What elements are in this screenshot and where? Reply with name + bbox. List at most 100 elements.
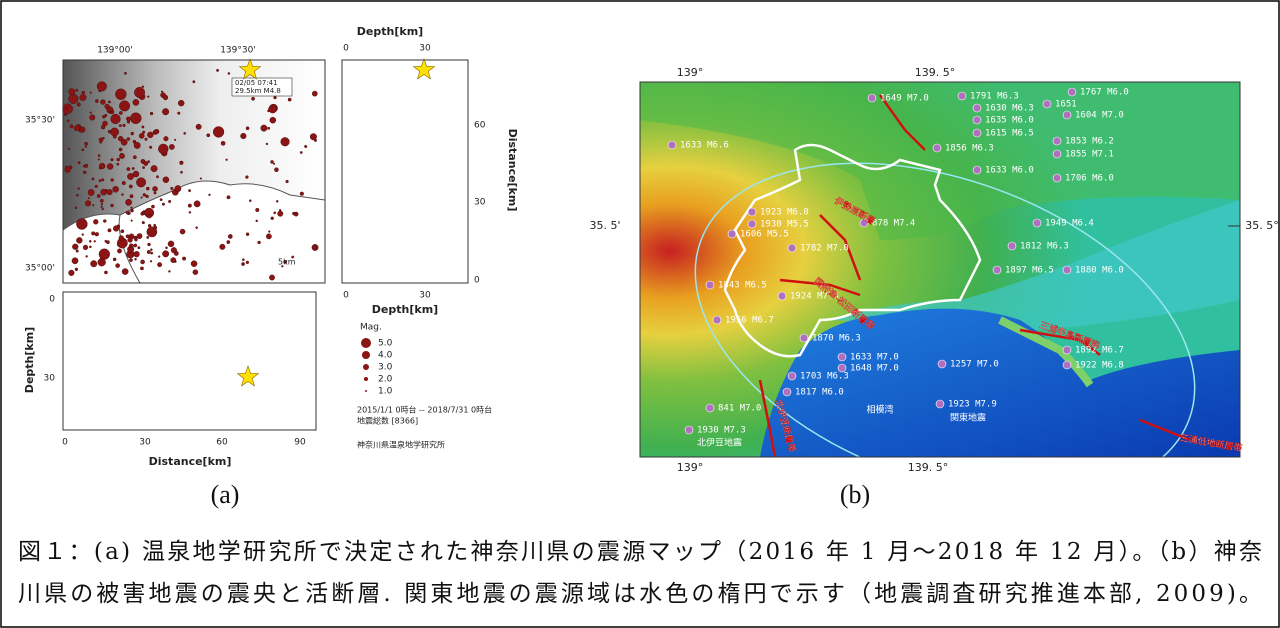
tick-label: 90 [294,438,306,448]
hypocenter [180,229,185,234]
quake-label: 1923 M6.0 [760,208,809,218]
place-label: 関東地震 [950,412,986,424]
hypocenter [213,127,224,138]
hypocenter [95,232,99,236]
hypocenter [270,160,273,163]
hypocenter [131,220,133,222]
quake-label: 1817 M6.0 [795,388,844,398]
epicenter [788,372,796,380]
quake-label: 1922 M6.8 [1075,361,1124,371]
hypocenter [304,145,307,148]
hypocenter [134,236,137,239]
hypocenter [74,125,80,131]
hypocenter [97,194,100,197]
hypocenter [80,94,87,101]
hypocenter [165,247,167,249]
hypocenter [99,167,101,169]
hypocenter [175,185,181,191]
hypocenter [76,89,78,91]
hypocenter [125,199,131,205]
hypocenter [119,124,121,126]
epicenter [1033,219,1041,227]
epicenter [800,334,808,342]
hypocenter [142,86,144,88]
hypocenter [158,256,160,258]
figure: 139°00'139°30'35°30'35°00'02/05 07:4129.… [0,0,1280,628]
quake-label: 1923 M7.9 [948,400,997,410]
hypocenter [82,91,85,94]
legend-title: Mag. [360,323,382,333]
tick-label: 60 [216,438,228,448]
place-label: 北伊豆地震 [697,437,742,449]
quake-label: 1930 M7.3 [697,426,746,436]
hypocenter [281,137,290,146]
hypocenter [177,112,180,115]
legend-label: 4.0 [378,351,393,361]
note: 地震総数 [8366] [357,416,418,426]
hypocenter [134,87,145,98]
hypocenter [261,125,267,131]
tick-label: 30 [419,291,431,301]
legend-symbol [363,364,369,370]
hypocenter [255,208,259,212]
tick-label: 139°00' [97,46,133,56]
epicenter [1063,361,1071,369]
panel-label: (b) [840,480,870,509]
hypocenter [313,246,317,250]
hypocenter [162,203,165,206]
hypocenter [102,208,104,210]
panel-label: (a) [211,480,240,509]
quake-label: 1706 M6.0 [1065,174,1114,184]
hypocenter [196,124,201,129]
hypocenter [93,219,98,224]
hypocenter [138,246,140,248]
hypocenter [150,249,152,251]
hypocenter [130,209,133,212]
quake-label: 1257 M7.0 [950,360,999,370]
hypocenter [142,126,144,128]
hypocenter [256,220,258,222]
annotation: 29.5km M4.8 [235,87,281,95]
hypocenter [68,148,70,150]
legend-label: 1.0 [378,387,393,397]
hypocenter [130,195,133,198]
hypocenter [108,229,111,232]
epicenter [1063,266,1071,274]
hypocenter [139,133,144,138]
epicenter [778,292,786,300]
tick-label: 139° [677,66,704,79]
quake-label: 1604 M7.0 [1075,111,1124,121]
hypocenter [111,114,121,124]
hypocenter [75,268,78,271]
hypocenter [108,130,111,133]
hypocenter [182,257,186,261]
hypocenter [90,260,96,266]
quake-label: 841 M7.0 [718,404,761,414]
axis-title: Depth[km] [23,327,36,393]
hypocenter [119,101,129,111]
quake-label: 1649 M7.0 [880,94,929,104]
epicenter [788,244,796,252]
epicenter [668,141,676,149]
hypocenter [141,197,143,199]
hypocenter [269,275,274,280]
hypocenter [147,236,149,238]
hypocenter [136,178,145,187]
epicenter [1068,88,1076,96]
hypocenter [131,132,134,135]
hypocenter [90,115,95,120]
quake-label: 1635 M6.0 [985,116,1034,126]
hypocenter [90,112,92,114]
hypocenter [92,204,94,206]
tick-label: 35. 5° [1245,219,1279,232]
hypocenter [102,115,105,118]
hypocenter [271,217,274,220]
hypocenter [98,154,100,156]
quake-label: 1648 M7.0 [850,364,899,374]
epicenter [838,353,846,361]
hypocenter [251,97,254,100]
hypocenter [129,259,132,262]
hypocenter [161,91,163,93]
hypocenter [242,259,244,261]
hypocenter [101,203,103,205]
